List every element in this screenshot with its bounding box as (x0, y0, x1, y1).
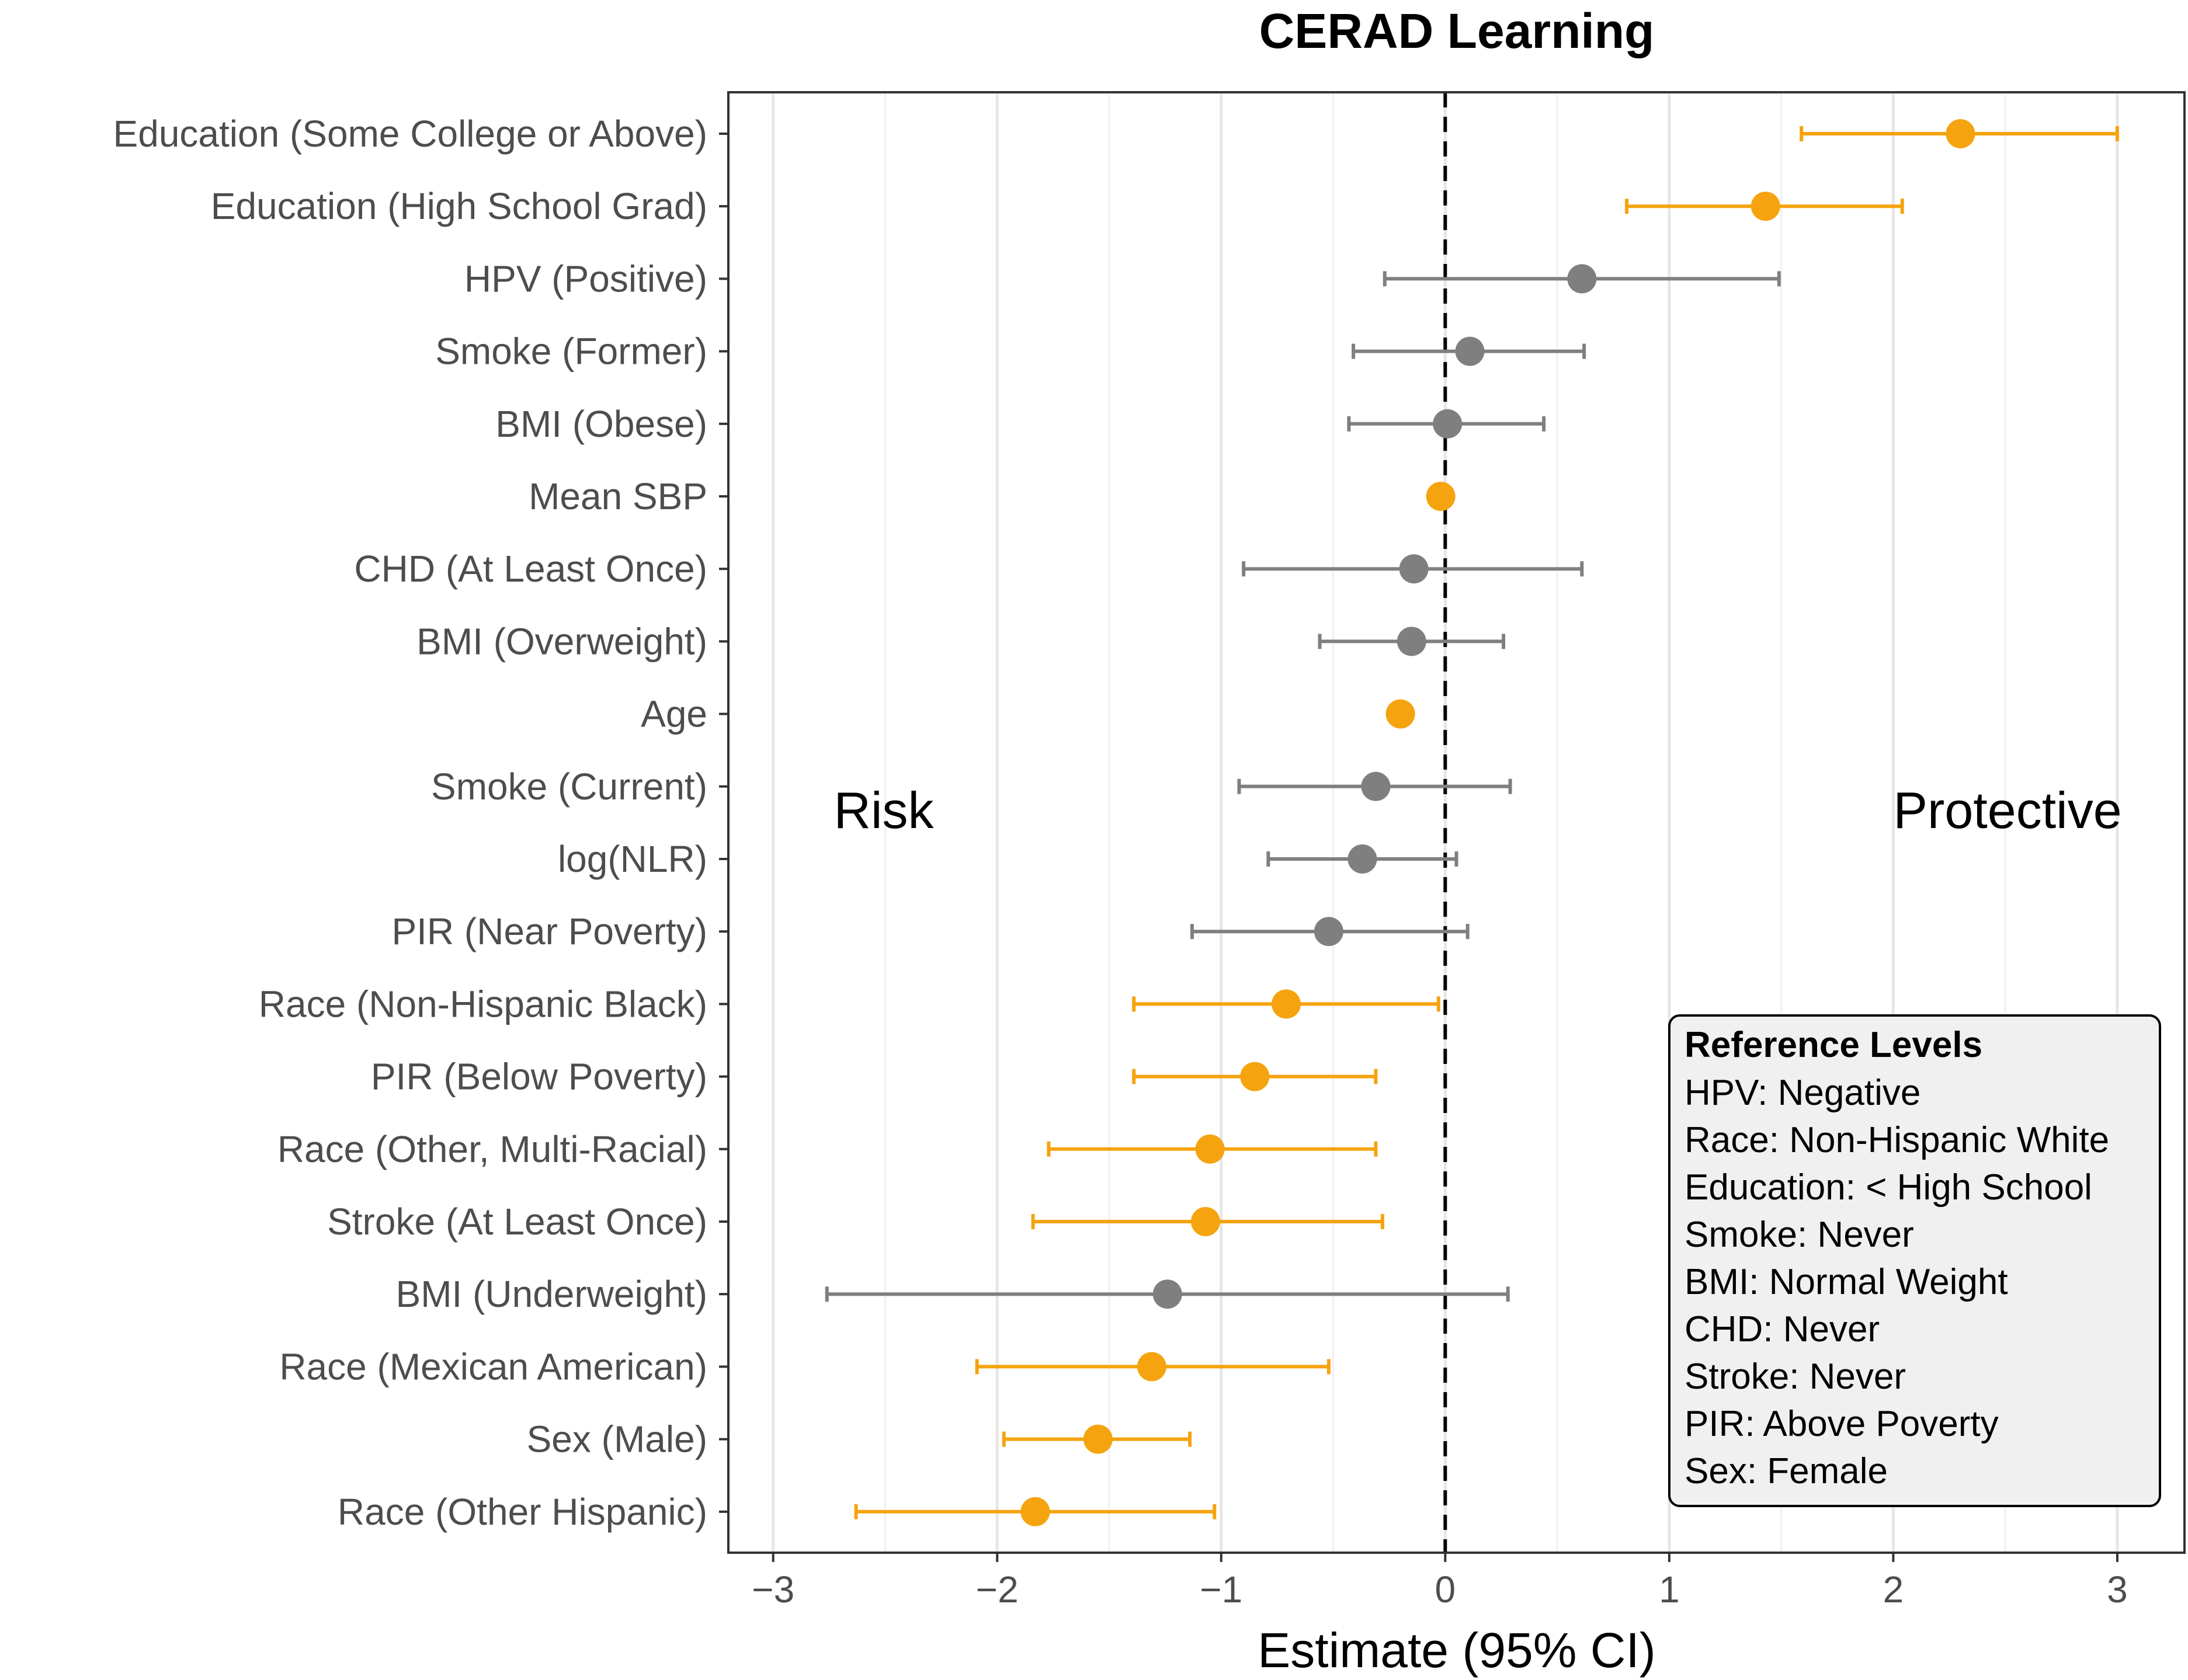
estimate-point (1426, 482, 1456, 511)
estimate-point (1020, 1497, 1050, 1526)
x-axis: −3 −2 −1 0 1 2 3 (752, 1553, 2128, 1611)
legend-title: Reference Levels (1685, 1025, 1982, 1065)
estimate-point (1152, 1279, 1182, 1309)
estimate-point (1347, 844, 1377, 874)
y-tick-label: HPV (Positive) (464, 258, 707, 300)
estimate-point (1433, 409, 1463, 439)
y-tick-label: PIR (Near Poverty) (391, 910, 707, 952)
y-tick-label: Mean SBP (529, 475, 707, 517)
estimate-point (1083, 1424, 1113, 1454)
y-tick-label: BMI (Underweight) (396, 1273, 708, 1315)
estimate-point (1946, 119, 1975, 148)
estimate-point (1455, 336, 1485, 366)
legend-item: PIR: Above Poverty (1685, 1404, 1999, 1444)
chart-title: CERAD Learning (1259, 4, 1655, 58)
estimate-point (1314, 917, 1343, 947)
legend-item: CHD: Never (1685, 1309, 1880, 1349)
estimate-point (1397, 627, 1426, 656)
estimate-point (1751, 192, 1780, 221)
y-axis: Education (Some College or Above) Educati… (113, 113, 728, 1533)
y-tick-label: BMI (Obese) (495, 403, 707, 445)
y-tick-label: Race (Mexican American) (279, 1345, 707, 1387)
y-tick-label: log(NLR) (558, 838, 707, 880)
legend-box (1668, 1014, 2161, 1507)
y-tick-label: Race (Non-Hispanic Black) (259, 983, 707, 1025)
y-tick-label: BMI (Overweight) (416, 620, 707, 662)
estimate-point (1195, 1134, 1225, 1164)
reference-levels-legend: Reference Levels HPV: Negative Race: Non… (1668, 1014, 2161, 1507)
estimate-point (1567, 264, 1597, 294)
legend-item: HPV: Negative (1685, 1073, 1920, 1113)
y-tick-label: PIR (Below Poverty) (371, 1056, 707, 1098)
legend-item: Sex: Female (1685, 1451, 1888, 1491)
legend-item: Stroke: Never (1685, 1356, 1906, 1397)
estimate-point (1240, 1062, 1270, 1091)
estimate-point (1361, 771, 1391, 801)
x-tick-label: −3 (752, 1568, 794, 1611)
risk-annotation: Risk (833, 781, 934, 839)
y-tick-label: Education (High School Grad) (211, 185, 707, 227)
x-tick-label: 2 (1883, 1568, 1904, 1611)
y-tick-label: Race (Other Hispanic) (338, 1491, 707, 1533)
x-tick-label: −1 (1200, 1568, 1242, 1611)
y-tick-label: Smoke (Current) (431, 766, 707, 808)
y-tick-label: Education (Some College or Above) (113, 113, 707, 155)
legend-item: Education: < High School (1685, 1167, 2092, 1208)
estimate-points (1020, 119, 1975, 1526)
estimate-point (1190, 1207, 1220, 1236)
x-axis-label: Estimate (95% CI) (1258, 1623, 1656, 1678)
estimate-point (1399, 554, 1429, 584)
y-tick-label: CHD (At Least Once) (354, 548, 707, 590)
x-tick-label: 3 (2107, 1568, 2128, 1611)
y-tick-label: Race (Other, Multi-Racial) (277, 1128, 707, 1170)
estimate-point (1385, 699, 1415, 729)
legend-item: Smoke: Never (1685, 1215, 1914, 1255)
legend-item: Race: Non-Hispanic White (1685, 1120, 2109, 1160)
estimate-point (1137, 1352, 1166, 1382)
x-tick-label: 0 (1435, 1568, 1456, 1611)
y-tick-label: Smoke (Former) (435, 331, 707, 373)
y-tick-label: Age (641, 693, 707, 735)
protective-annotation: Protective (1893, 781, 2121, 839)
legend-item: BMI: Normal Weight (1685, 1262, 2008, 1302)
y-tick-label: Sex (Male) (527, 1418, 707, 1460)
x-tick-label: 1 (1659, 1568, 1680, 1611)
x-tick-label: −2 (976, 1568, 1019, 1611)
panel-border (727, 91, 2186, 1554)
estimate-point (1272, 989, 1301, 1019)
y-tick-label: Stroke (At Least Once) (327, 1201, 707, 1243)
